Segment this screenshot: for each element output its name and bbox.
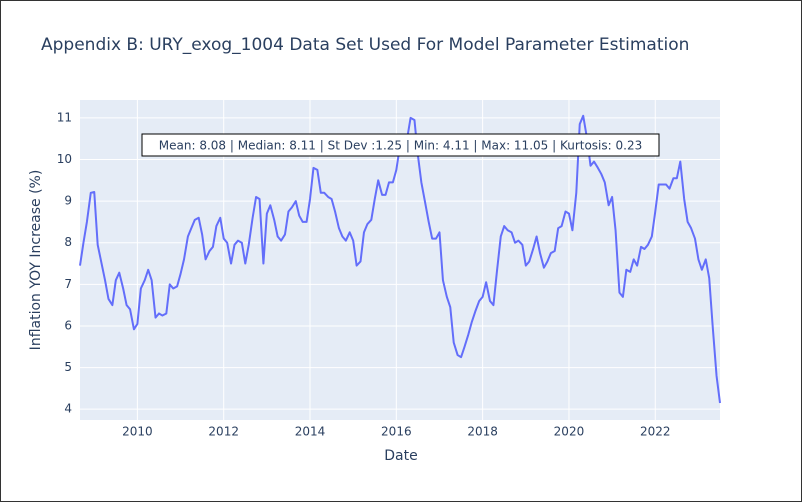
x-axis-label: Date xyxy=(384,448,417,464)
y-tick-label: 8 xyxy=(64,235,72,249)
y-tick-label: 5 xyxy=(64,360,72,374)
x-tick-label: 2010 xyxy=(122,425,153,439)
x-tick-label: 2018 xyxy=(467,425,498,439)
y-tick-label: 4 xyxy=(64,402,72,416)
chart-title: Appendix B: URY_exog_1004 Data Set Used … xyxy=(41,35,689,55)
x-tick-label: 2014 xyxy=(295,425,326,439)
annotation: Mean: 8.08 | Median: 8.11 | St Dev :1.25… xyxy=(159,139,642,153)
x-tick-label: 2022 xyxy=(640,425,671,439)
y-tick-label: 7 xyxy=(64,277,72,291)
y-tick-label: 6 xyxy=(64,318,72,332)
x-tick-label: 2020 xyxy=(554,425,585,439)
x-tick-label: 2012 xyxy=(208,425,239,439)
annotation-box xyxy=(141,133,660,157)
y-axis-label: Inflation YOY Increase (%) xyxy=(28,170,44,351)
y-tick-label: 11 xyxy=(57,110,72,124)
x-tick-label: 2016 xyxy=(381,425,412,439)
y-tick-label: 9 xyxy=(64,194,72,208)
y-tick-label: 10 xyxy=(57,152,72,166)
